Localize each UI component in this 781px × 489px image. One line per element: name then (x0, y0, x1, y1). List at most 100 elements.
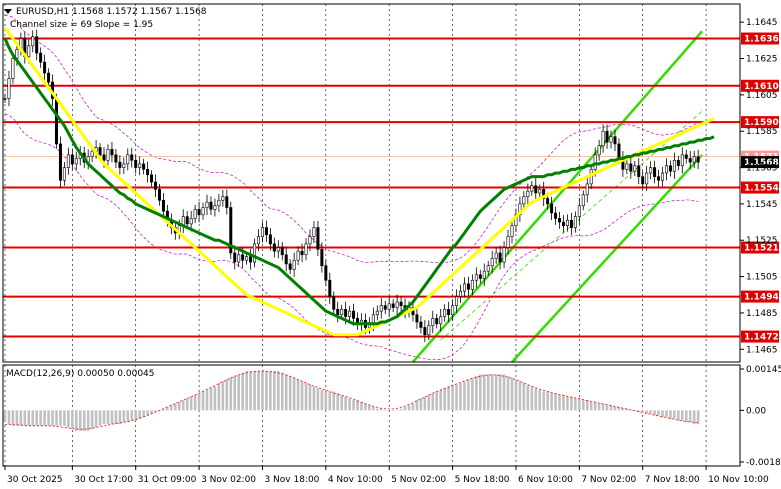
macd-bar (273, 370, 276, 411)
candle-body (613, 136, 617, 145)
candle-body (237, 254, 241, 263)
candle-body (375, 310, 379, 316)
candle-body (657, 176, 661, 181)
candle-body (102, 154, 106, 161)
macd-bar (617, 406, 621, 411)
macd-bar (142, 410, 145, 418)
macd-bar (657, 410, 660, 416)
macd-bar (154, 410, 157, 413)
candle-body (625, 163, 629, 170)
macd-bar (146, 410, 149, 416)
candle-body (530, 185, 534, 192)
candle-body (66, 154, 70, 168)
macd-bar (3, 410, 7, 421)
candle-body (98, 147, 102, 156)
macd-bar (407, 405, 411, 411)
macd-tick-label: -0.00181 (746, 458, 781, 468)
candle-body (348, 310, 352, 317)
candle-body (617, 143, 621, 159)
candle-body (490, 258, 494, 266)
candle-body (419, 321, 423, 328)
candle-body (272, 243, 276, 252)
candle-body (502, 247, 506, 263)
macd-bar (661, 410, 664, 418)
candle-body (90, 150, 94, 157)
macd-bar (253, 370, 256, 411)
candle-body (641, 176, 645, 185)
macd-bar (237, 374, 240, 411)
candle-body (110, 149, 114, 156)
candle-body (205, 201, 209, 208)
macd-bar (43, 410, 46, 426)
candle-body (284, 254, 288, 265)
macd-bar (122, 410, 126, 423)
macd-bar (74, 410, 78, 431)
macd-bar (681, 410, 684, 421)
moving-average-slow (3, 26, 715, 337)
macd-bar (174, 403, 177, 411)
menu-triangle-icon[interactable] (4, 9, 12, 14)
candle-body (601, 130, 605, 147)
macd-bar (324, 391, 328, 411)
price-tick-label: 1.1465 (746, 345, 778, 355)
time-label: 7 Nov 18:00 (645, 475, 700, 485)
candle-body (664, 165, 668, 174)
time-label: 5 Nov 02:00 (391, 475, 446, 485)
macd-bar (336, 393, 340, 411)
header: EURUSD,H1 1.1568 1.1572 1.1567 1.1568 Ch… (4, 7, 207, 30)
macd-bar (261, 370, 264, 411)
macd-bar (245, 370, 248, 411)
macd-bar (506, 376, 510, 411)
candle-body (106, 149, 110, 161)
candle-body (336, 308, 340, 316)
macd-bar (439, 389, 442, 411)
macd-bar (609, 405, 613, 411)
price-tick-label: 1.1645 (746, 18, 778, 28)
macd-bar (352, 400, 355, 411)
candle-body (609, 136, 613, 143)
candle-body (581, 194, 585, 207)
macd-bar (344, 396, 347, 411)
candle-body (645, 172, 649, 185)
macd-bar (625, 408, 629, 411)
candle-body (324, 265, 328, 281)
candle-body (126, 154, 130, 165)
candle-body (482, 270, 486, 279)
candle-body (253, 243, 257, 263)
macd-tick-label: 0.00145 (746, 365, 781, 375)
macd-bar (562, 394, 565, 411)
macd-label: MACD(12,26,9) 0.00050 0.00045 (6, 369, 155, 379)
candle-body (312, 227, 316, 237)
candle-body (256, 236, 260, 245)
candle-body (47, 72, 51, 83)
macd-bar (364, 403, 367, 411)
candle-body (415, 314, 419, 323)
macd-bar (229, 377, 233, 411)
macd-bar (518, 381, 522, 411)
candle-body (276, 247, 280, 252)
macd-bar (585, 400, 589, 411)
candle-body (383, 305, 387, 310)
macd-panel (3, 370, 700, 431)
macd-bar (498, 374, 502, 411)
macd-bar (542, 391, 545, 411)
macd-bar (692, 410, 696, 425)
candle-body (189, 218, 193, 225)
macd-bar (82, 410, 86, 431)
candle-body (565, 219, 569, 227)
price-tick-label: 1.1545 (746, 200, 778, 210)
time-label: 7 Nov 02:00 (581, 475, 636, 485)
macd-bar (225, 379, 229, 411)
macd-bar (292, 377, 296, 411)
candle-body (431, 318, 435, 326)
candle-body (197, 209, 201, 216)
candle-body (221, 196, 225, 201)
candle-body (577, 205, 581, 217)
macd-bar (189, 396, 193, 411)
macd-bar (94, 410, 98, 428)
candle-body (478, 274, 482, 279)
macd-bar (455, 384, 458, 411)
candle-body (74, 158, 78, 165)
macd-bar (566, 396, 569, 411)
